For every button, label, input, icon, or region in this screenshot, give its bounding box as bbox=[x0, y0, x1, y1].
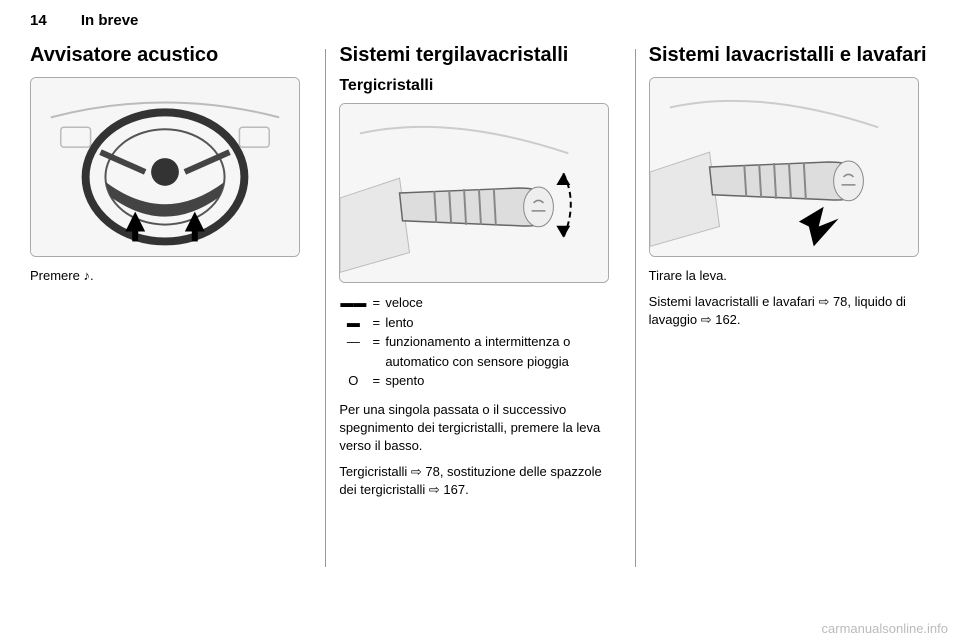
col3-title: Sistemi lavacristalli e lavafari bbox=[649, 44, 930, 67]
ref-link: ⇨ 78 bbox=[818, 294, 847, 309]
def-equals: = bbox=[367, 293, 385, 313]
page-header: 14 In breve bbox=[0, 0, 960, 39]
def-row: ▬▬ = veloce bbox=[339, 293, 620, 313]
def-desc: lento bbox=[385, 313, 620, 333]
wiper-stalk-icon bbox=[340, 103, 608, 283]
def-equals: = bbox=[367, 313, 385, 333]
col1-illustration bbox=[30, 77, 300, 257]
def-symbol: O bbox=[339, 371, 367, 391]
washer-stalk-icon bbox=[650, 77, 918, 257]
watermark: carmanualsonline.info bbox=[822, 621, 948, 636]
def-symbol: ▬▬ bbox=[339, 293, 367, 313]
col2-para2: Tergicristalli ⇨ 78, sostituzione delle … bbox=[339, 463, 620, 499]
col2-illustration bbox=[339, 103, 609, 283]
def-equals: = bbox=[367, 371, 385, 391]
steering-wheel-icon bbox=[31, 77, 299, 257]
page-number: 14 bbox=[30, 12, 47, 29]
text: . bbox=[465, 482, 469, 497]
col1-title: Avvisatore acustico bbox=[30, 44, 311, 67]
col3-illustration bbox=[649, 77, 919, 257]
col2-subtitle: Tergicristalli bbox=[339, 77, 620, 95]
ref-link: ⇨ 162 bbox=[701, 312, 737, 327]
def-row: O = spento bbox=[339, 371, 620, 391]
content-columns: Avvisatore acustico Premere bbox=[0, 39, 960, 507]
def-desc: veloce bbox=[385, 293, 620, 313]
def-desc: funzionamento a intermittenza o automati… bbox=[385, 332, 620, 371]
col3-para: Sistemi lavacristalli e lavafari ⇨ 78, l… bbox=[649, 293, 930, 329]
col1-caption: Premere ♪. bbox=[30, 267, 311, 285]
def-symbol: ▬ bbox=[339, 313, 367, 333]
col3-caption: Tirare la leva. bbox=[649, 267, 930, 285]
ref-link: ⇨ 167 bbox=[429, 482, 465, 497]
text: . bbox=[737, 312, 741, 327]
text: Sistemi lavacristalli e lavafari bbox=[649, 294, 819, 309]
def-equals: = bbox=[367, 332, 385, 371]
column-1: Avvisatore acustico Premere bbox=[30, 39, 325, 507]
column-divider bbox=[635, 49, 636, 567]
col2-definitions: ▬▬ = veloce ▬ = lento — = funzionamento … bbox=[339, 293, 620, 391]
def-desc: spento bbox=[385, 371, 620, 391]
column-divider bbox=[325, 49, 326, 567]
ref-link: ⇨ 78 bbox=[411, 464, 440, 479]
def-symbol: — bbox=[339, 332, 367, 371]
column-3: Sistemi lavacristalli e lavafari Tirare … bbox=[635, 39, 930, 507]
col2-para1: Per una singola passata o il successivo … bbox=[339, 401, 620, 456]
column-2: Sistemi tergilavacristalli Tergicristall… bbox=[325, 39, 634, 507]
def-row: ▬ = lento bbox=[339, 313, 620, 333]
text: Tergicristalli bbox=[339, 464, 411, 479]
col2-title: Sistemi tergilavacristalli bbox=[339, 44, 620, 67]
chapter-title: In breve bbox=[81, 12, 139, 29]
def-row: — = funzionamento a intermittenza o auto… bbox=[339, 332, 620, 371]
